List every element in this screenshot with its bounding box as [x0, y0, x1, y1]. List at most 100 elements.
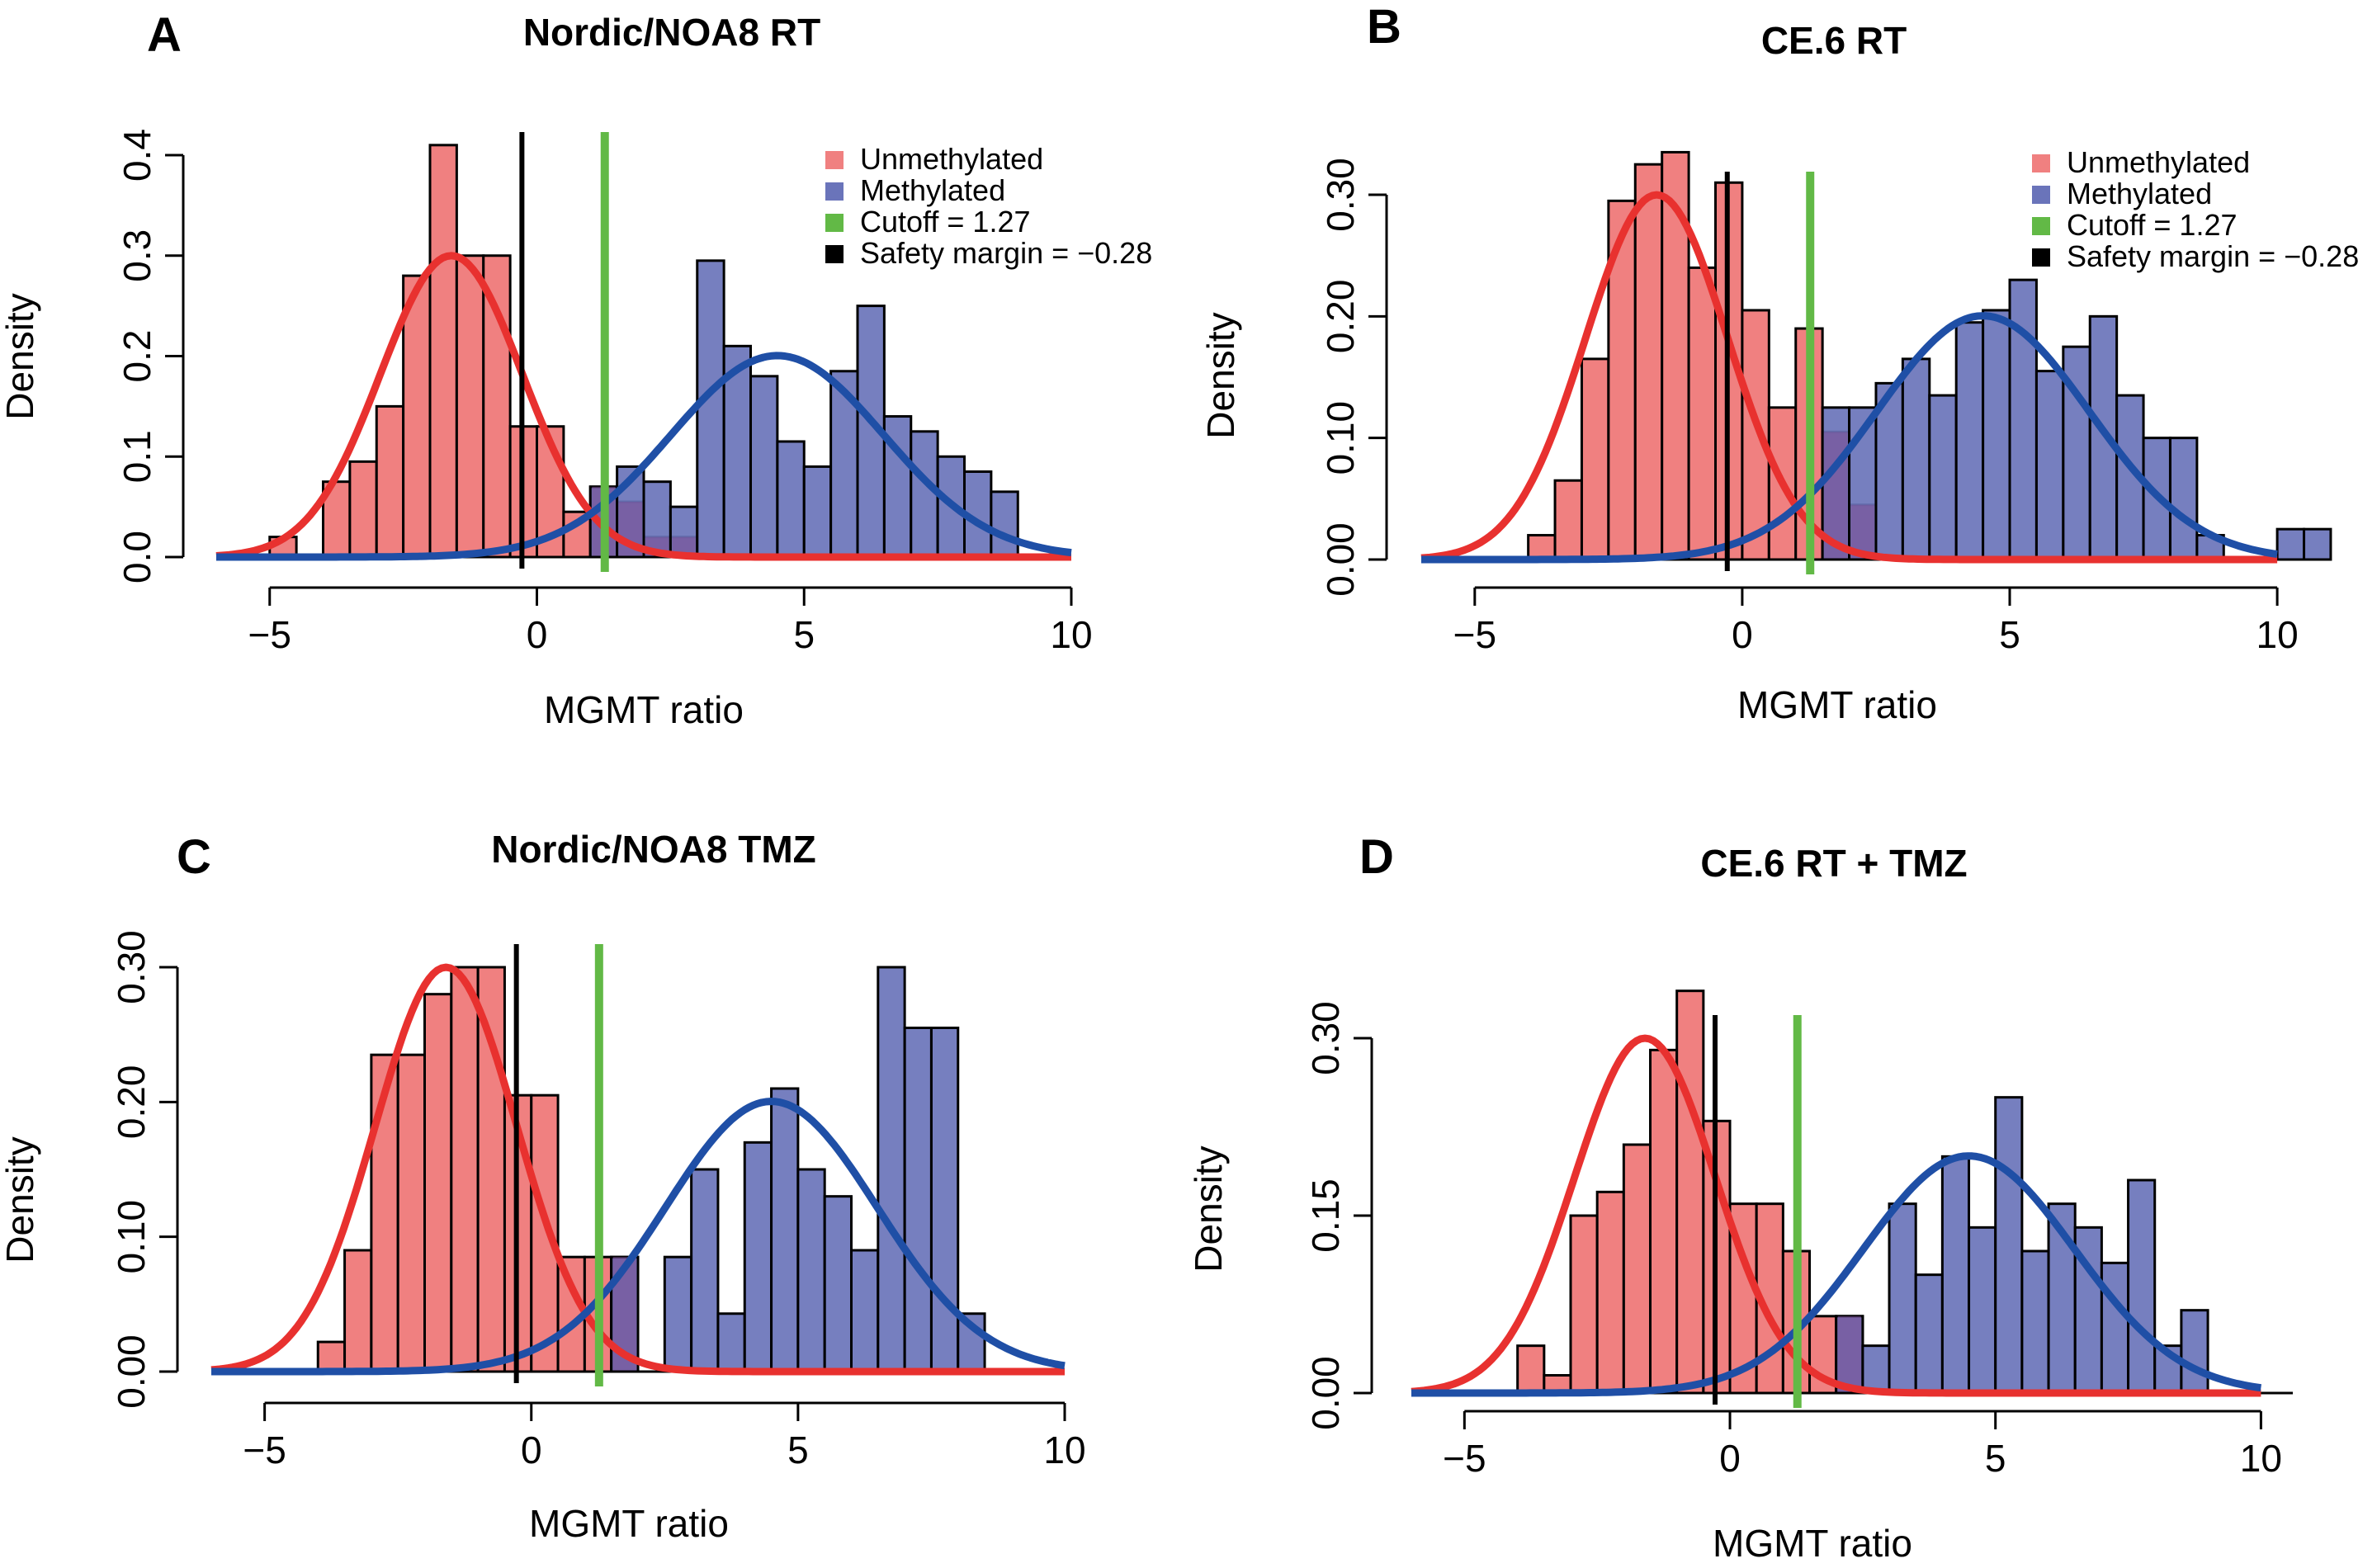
histogram-bar-unmethylated [455, 254, 485, 559]
histogram-bar-methylated [1861, 1344, 1891, 1395]
panel-letter: A [147, 8, 182, 62]
histogram-bar-unmethylated [1553, 479, 1583, 561]
histogram-bar-methylated [2168, 437, 2199, 561]
histogram-bar-methylated [749, 375, 779, 559]
x-axis-label: MGMT ratio [1737, 683, 1937, 726]
x-tick-label: 10 [2240, 1437, 2282, 1480]
x-tick-label: 0 [527, 613, 548, 656]
histogram-bar-methylated [1982, 309, 2011, 561]
x-tick-label: −5 [1443, 1437, 1486, 1480]
x-tick-label: 0 [521, 1429, 542, 1471]
panel-title: Nordic/NOA8 TMZ [491, 828, 816, 871]
x-axis-label: MGMT ratio [529, 1502, 729, 1545]
histogram-bar-methylated [1940, 1155, 1971, 1395]
y-tick-label: 0.10 [1319, 401, 1362, 475]
histogram-bar-unmethylated [1516, 1344, 1546, 1395]
histogram-bar-unmethylated [1649, 1048, 1679, 1395]
density-curve-unmethylated [215, 252, 1071, 561]
histogram-bar-methylated [2303, 527, 2332, 561]
histogram-bar-unmethylated [482, 254, 512, 559]
y-axis-label: Density [1187, 1145, 1230, 1272]
histogram-overlap [1837, 1315, 1861, 1393]
legend-safety-margin-swatch [825, 245, 844, 263]
y-tick-label: 0.00 [110, 1334, 153, 1409]
x-tick-label: 5 [1999, 613, 2020, 656]
legend-cutoff-swatch [2032, 217, 2050, 235]
x-tick-label: −5 [248, 613, 291, 656]
histogram-bar-unmethylated [1622, 1143, 1652, 1395]
panel-b: B CE.6 RT −5 0 5 10 MGMT ratio 0.00 0.10 0.20 0.30… [1199, 0, 2359, 726]
y-tick-label: 0.30 [1304, 1001, 1347, 1075]
histogram-bar-unmethylated [1687, 266, 1718, 561]
legend-cutoff-label: Cutoff = 1.27 [860, 205, 1031, 239]
y-tick-label: 0.00 [1319, 522, 1362, 597]
y-tick-label: 0.20 [110, 1065, 153, 1140]
histogram-bar-methylated [2127, 1178, 2157, 1395]
y-tick-label: 0.4 [116, 129, 158, 182]
histogram-bar-methylated [1968, 1226, 1997, 1395]
panel-letter: B [1367, 0, 1401, 54]
panel-a: A Nordic/NOA8 RT −5 0 5 10 MGMT ratio 0.0 0.1 0.2… [0, 8, 1152, 731]
panel-c: C Nordic/NOA8 TMZ −5 0 5 10 MGMT ratio 0.00 0.10… [0, 828, 1086, 1545]
y-tick-label: 0.00 [1304, 1356, 1347, 1430]
histogram-bar-methylated [1994, 1096, 2024, 1395]
y-tick-label: 0.3 [116, 229, 158, 282]
density-curve-methylated [1411, 1152, 2262, 1397]
histogram-bar-methylated [2020, 1249, 2050, 1395]
panel-title: CE.6 RT + TMZ [1700, 842, 1967, 885]
histogram-bar-methylated [1928, 394, 1958, 561]
histogram-bar-unmethylated [375, 404, 405, 559]
histogram-bar-unmethylated [423, 993, 453, 1373]
panel-letter: C [177, 830, 211, 884]
histogram-bar-unmethylated [1633, 163, 1664, 561]
panel-letter: D [1359, 830, 1394, 884]
histogram-bar-methylated [1888, 1202, 1917, 1395]
legend-cutoff-label: Cutoff = 1.27 [2067, 208, 2238, 242]
histogram-bar-methylated [2275, 527, 2306, 561]
density-curve-unmethylated [1420, 191, 2278, 564]
legend-safety-margin-swatch [2032, 248, 2050, 267]
density-curve-unmethylated [1411, 1034, 2261, 1397]
legend-cutoff-swatch [825, 214, 844, 232]
y-tick-label: 0.1 [116, 430, 158, 483]
legend-methylated-swatch [2032, 186, 2050, 204]
legend-safety-margin-label: Safety margin = −0.28 [860, 236, 1152, 270]
histogram-bar-methylated [2034, 370, 2065, 561]
x-tick-label: 0 [1732, 613, 1753, 656]
histogram-bar-unmethylated [428, 144, 458, 559]
histogram-bar-methylated [903, 1027, 933, 1373]
x-tick-label: 5 [787, 1429, 809, 1471]
x-axis-label: MGMT ratio [544, 688, 744, 731]
legend-methylated-swatch [825, 182, 844, 201]
x-tick-label: 0 [1719, 1437, 1741, 1480]
histogram-bar-unmethylated [348, 460, 378, 559]
x-tick-label: 10 [1050, 613, 1092, 656]
legend-safety-margin-label: Safety margin = −0.28 [2067, 239, 2359, 273]
histogram-bar-unmethylated [402, 274, 432, 559]
histogram-bar-methylated [910, 430, 939, 559]
histogram-bar-methylated [1901, 357, 1931, 561]
panel-title: CE.6 RT [1761, 19, 1907, 62]
y-tick-label: 0.20 [1319, 280, 1362, 354]
legend-unmethylated-swatch [2032, 154, 2050, 172]
y-tick-label: 0.30 [1319, 158, 1362, 232]
y-axis-label: Density [1199, 312, 1242, 438]
histogram-bar-unmethylated [1595, 1190, 1625, 1395]
y-tick-label: 0.15 [1304, 1178, 1347, 1253]
histogram-bar-unmethylated [343, 1249, 373, 1373]
histogram-bar-methylated [2180, 1309, 2209, 1395]
panel-d: D CE.6 RT + TMZ −5 0 5 10 MGMT ratio 0.00 0.15 0.… [1187, 830, 2293, 1565]
histogram-bar-unmethylated [1675, 989, 1705, 1395]
histogram-bar-methylated [929, 1027, 960, 1373]
histogram-bar-unmethylated [1741, 309, 1770, 561]
x-tick-label: 10 [2256, 613, 2299, 656]
histogram-bar-methylated [850, 1249, 880, 1373]
legend-methylated-label: Methylated [2067, 177, 2212, 210]
histogram-bar-methylated [770, 1087, 800, 1373]
x-tick-label: 10 [1043, 1429, 1085, 1471]
histogram-bar-methylated [796, 1168, 826, 1373]
histogram-bar-unmethylated [316, 1340, 347, 1373]
y-tick-label: 0.2 [116, 330, 158, 383]
x-tick-label: −5 [1453, 613, 1496, 656]
histogram-bar-unmethylated [450, 966, 480, 1373]
